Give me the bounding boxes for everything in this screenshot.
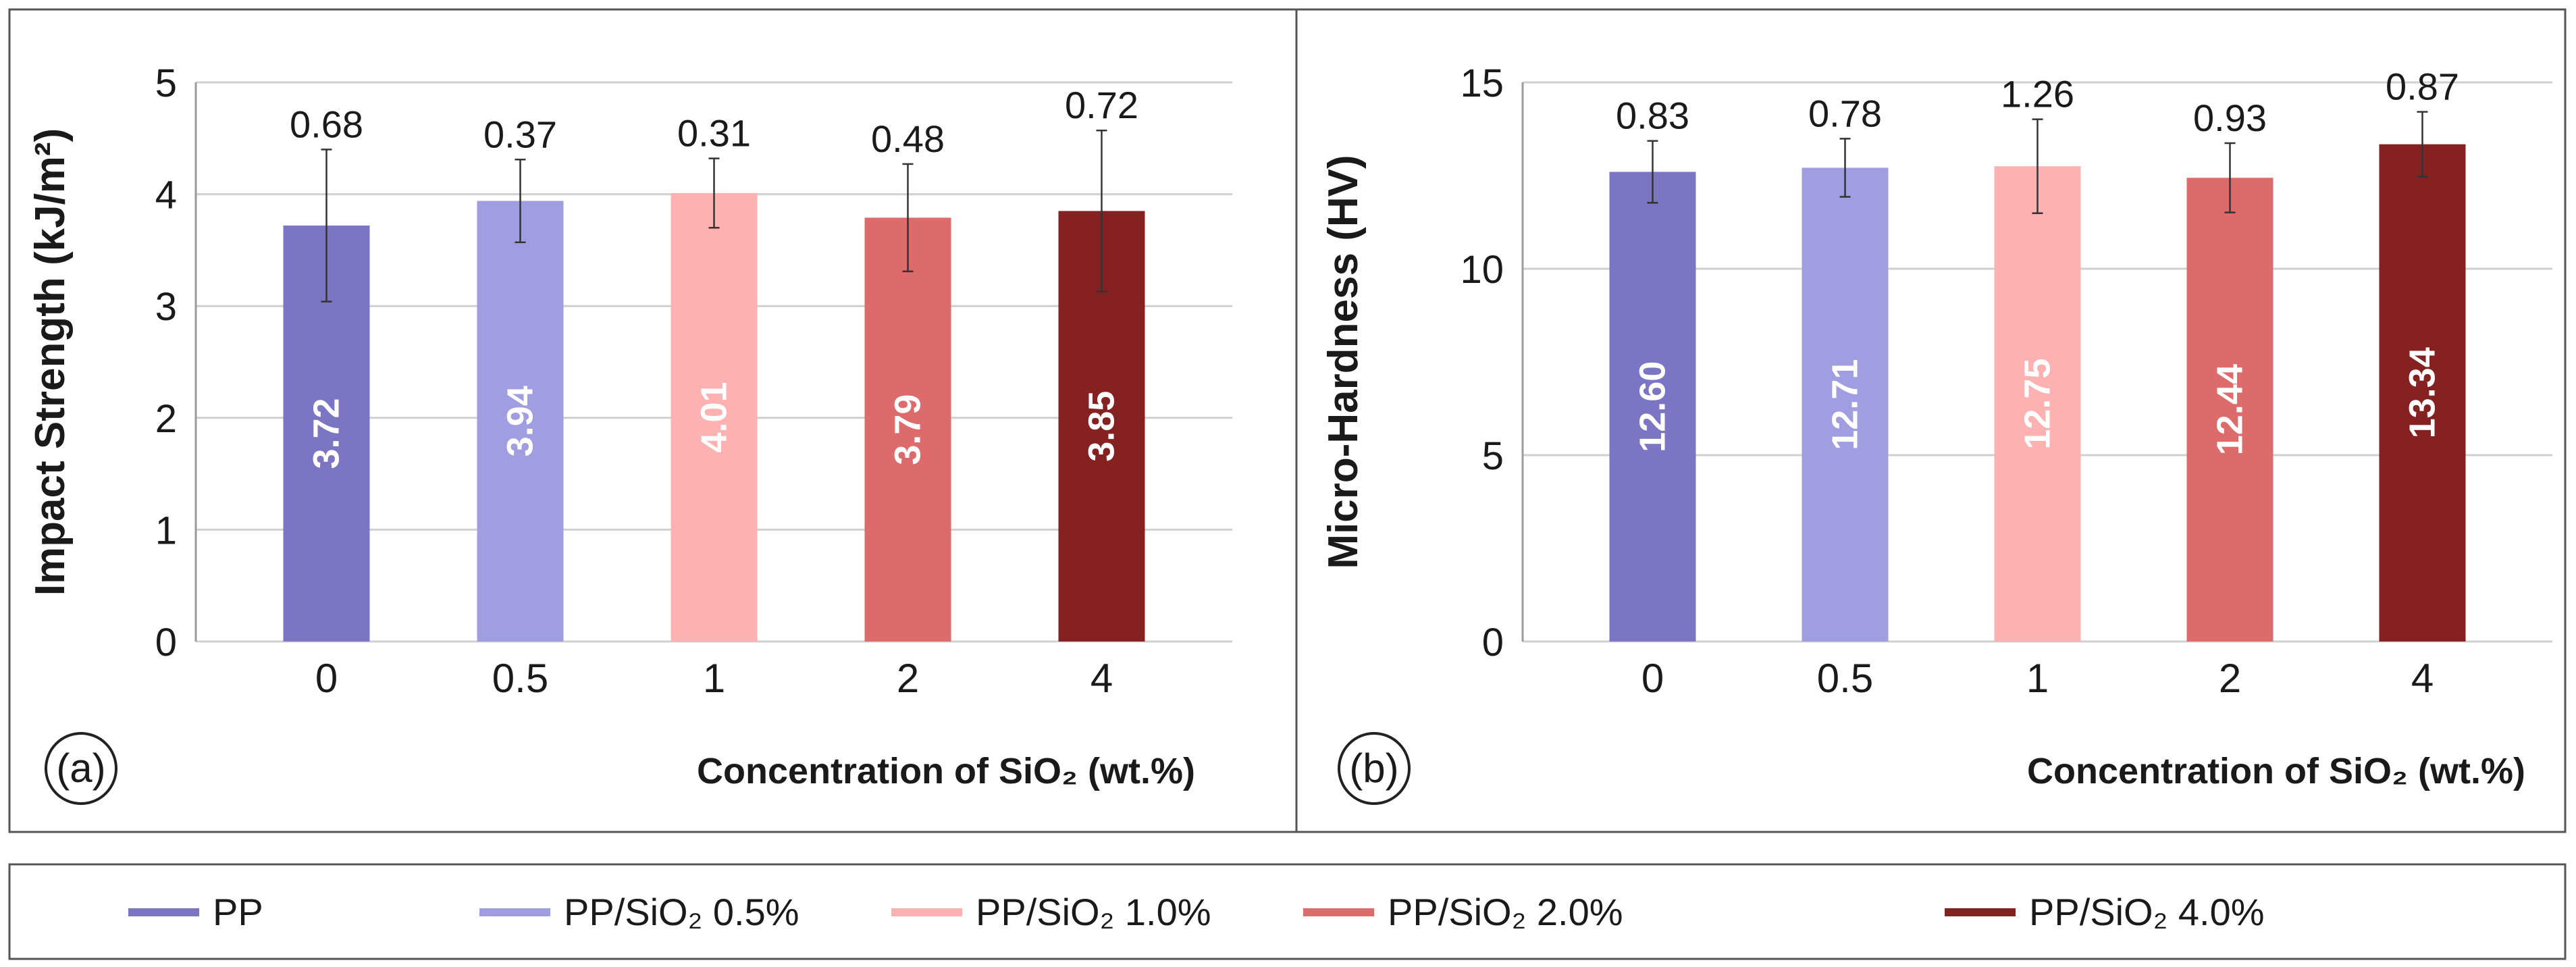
- legend-swatch: [1945, 908, 2016, 916]
- y-tick-label: 4: [155, 174, 177, 217]
- legend-frame: [8, 863, 2567, 960]
- legend-label: PP/SiO₂ 2.0%: [1388, 891, 1623, 933]
- y-tick-label: 5: [155, 61, 177, 105]
- bar: [2379, 144, 2466, 642]
- figure-frame: [8, 8, 2567, 833]
- y-tick-label: 0: [1482, 621, 1504, 664]
- bar-value-label: 13.34: [2402, 347, 2443, 438]
- y-tick-label: 15: [1460, 61, 1504, 105]
- panel-a: 0 1 2 3 4 5 Impact Strength (kJ/m²) 3.72 0.68 0 3.…: [27, 61, 1232, 805]
- legend-label: PP/SiO₂ 0.5%: [564, 891, 799, 933]
- x-tick-label: 2: [2219, 656, 2241, 701]
- bar-value-label: 12.75: [2018, 359, 2058, 450]
- x-tick-label: 0: [1641, 656, 1664, 701]
- y-axis-title: Impact Strength (kJ/m²): [27, 128, 74, 596]
- error-value-label: 0.83: [1616, 95, 1689, 137]
- bar-value-label: 12.60: [1633, 361, 1673, 452]
- panel-b: 0 5 10 15 Micro-Hardness (HV) 12.60 0.83 0 12.71…: [1320, 61, 2552, 805]
- error-value-label: 0.72: [1065, 84, 1138, 126]
- x-tick-label: 1: [2026, 656, 2049, 701]
- x-axis-title: Concentration of SiO₂ (wt.%): [2027, 751, 2525, 791]
- y-tick-label: 5: [1482, 434, 1504, 478]
- bar-value-label: 3.85: [1082, 391, 1122, 462]
- x-tick-label: 4: [2411, 656, 2434, 701]
- legend-swatch: [1303, 908, 1374, 916]
- bar-value-label: 3.79: [888, 394, 928, 465]
- y-tick-label: 2: [155, 397, 177, 441]
- legend-swatch: [128, 908, 199, 916]
- error-value-label: 0.93: [2193, 97, 2267, 139]
- panel-label-circle: [1338, 732, 1411, 805]
- x-tick-label: 0.5: [1817, 656, 1873, 701]
- bar: [1609, 172, 1696, 642]
- bar-value-label: 3.94: [500, 386, 541, 456]
- bar-value-label: 4.01: [694, 382, 735, 452]
- x-axis-title: Concentration of SiO₂ (wt.%): [697, 751, 1195, 791]
- error-value-label: 1.26: [2001, 73, 2074, 115]
- bar: [864, 217, 951, 642]
- error-value-label: 0.48: [871, 117, 945, 160]
- y-tick-label: 0: [155, 621, 177, 664]
- x-tick-label: 4: [1090, 656, 1113, 701]
- legend-label: PP/SiO₂ 4.0%: [2029, 891, 2265, 933]
- error-value-label: 0.78: [1808, 92, 1882, 134]
- legend-label: PP: [213, 891, 263, 933]
- legend: PP PP/SiO₂ 0.5% PP/SiO₂ 1.0% PP/SiO₂ 2.0% PP…: [128, 891, 2265, 933]
- x-tick-label: 0.5: [492, 656, 548, 701]
- y-tick-label: 1: [155, 508, 177, 552]
- error-value-label: 0.68: [290, 103, 363, 145]
- bar-value-label: 12.71: [1825, 359, 1866, 450]
- panel-label: (a): [56, 746, 105, 791]
- panel-label: (b): [1349, 746, 1398, 791]
- x-tick-label: 2: [897, 656, 919, 701]
- y-tick-label: 3: [155, 285, 177, 329]
- x-tick-label: 0: [315, 656, 338, 701]
- bar: [1802, 167, 1889, 642]
- y-axis-title: Micro-Hardness (HV): [1320, 155, 1367, 569]
- legend-swatch: [479, 908, 550, 916]
- error-value-label: 0.37: [483, 113, 557, 155]
- y-tick-label: 10: [1460, 248, 1504, 292]
- bar: [477, 201, 564, 642]
- error-value-label: 0.87: [2386, 66, 2459, 108]
- bar: [2186, 178, 2273, 642]
- legend-label: PP/SiO₂ 1.0%: [976, 891, 1211, 933]
- x-tick-label: 1: [703, 656, 725, 701]
- bar: [671, 192, 758, 642]
- error-value-label: 0.31: [677, 112, 751, 155]
- bar-value-label: 12.44: [2210, 364, 2251, 455]
- legend-swatch: [891, 908, 962, 916]
- bar-value-label: 3.72: [307, 398, 347, 469]
- bar: [1994, 166, 2081, 642]
- panel-label-circle: [45, 732, 117, 805]
